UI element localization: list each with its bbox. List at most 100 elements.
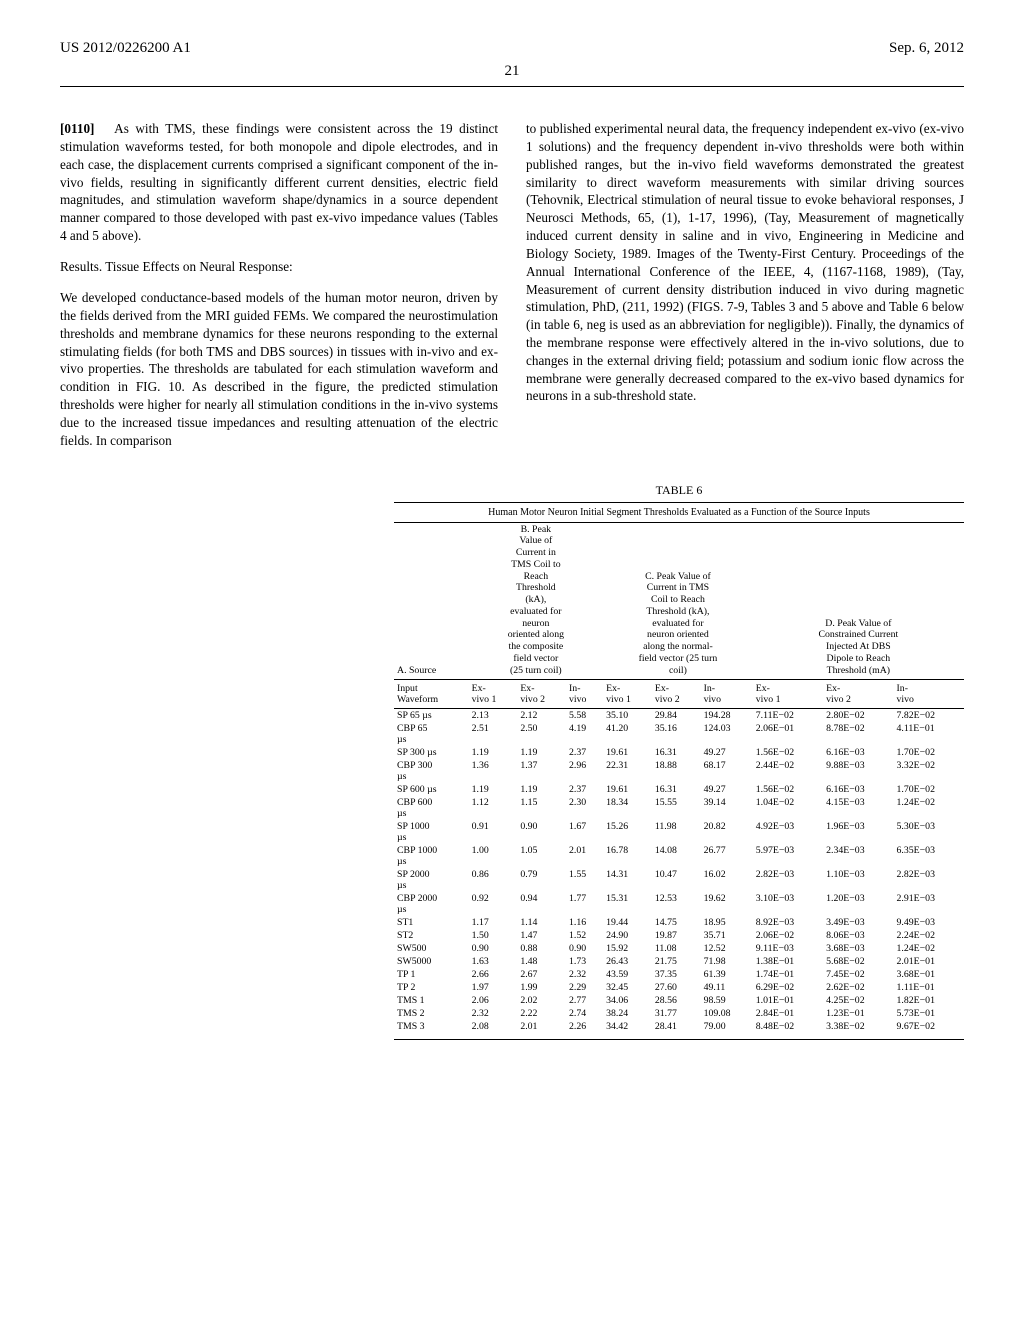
cell: 2.01E−01 [894, 955, 964, 968]
cell: 1.14 [517, 916, 566, 929]
cell: 3.10E−03 [753, 892, 823, 916]
cell: 1.97 [469, 981, 518, 994]
subcol-3: Ex-vivo 1 [603, 680, 652, 708]
table-bottom-rule [394, 1039, 964, 1040]
cell: 7.45E−02 [823, 968, 893, 981]
cell: 37.35 [652, 968, 701, 981]
row-label: SP 300 µs [394, 746, 469, 759]
body-columns: [0110] As with TMS, these findings were … [60, 107, 964, 463]
row-label: TMS 1 [394, 994, 469, 1007]
paragraph-0110: [0110] As with TMS, these findings were … [60, 120, 498, 245]
cell: 7.82E−02 [894, 709, 964, 722]
cell: 6.29E−02 [753, 981, 823, 994]
subcol-8: In-vivo [894, 680, 964, 708]
cell: 1.52 [566, 929, 603, 942]
row-label: TMS 2 [394, 1007, 469, 1020]
subcol-2: In-vivo [566, 680, 603, 708]
row-label: SW5000 [394, 955, 469, 968]
cell: 1.04E−02 [753, 796, 823, 820]
table-row: CBP 1000µs1.001.052.0116.7814.0826.775.9… [394, 844, 964, 868]
cell: 1.82E−01 [894, 994, 964, 1007]
cell: 8.48E−02 [753, 1020, 823, 1033]
cell: 1.77 [566, 892, 603, 916]
cell: 31.77 [652, 1007, 701, 1020]
cell: 2.12 [517, 709, 566, 722]
cell: 71.98 [701, 955, 753, 968]
cell: 3.49E−03 [823, 916, 893, 929]
para-text: As with TMS, these findings were consist… [60, 121, 498, 243]
col-d-header: D. Peak Value ofConstrained CurrentInjec… [753, 523, 964, 680]
cell: 35.16 [652, 722, 701, 746]
cell: 2.34E−03 [823, 844, 893, 868]
cell: 8.78E−02 [823, 722, 893, 746]
cell: 2.82E−03 [894, 868, 964, 892]
cell: 4.11E−01 [894, 722, 964, 746]
subcol-4: Ex-vivo 2 [652, 680, 701, 708]
cell: 2.37 [566, 746, 603, 759]
cell: 16.02 [701, 868, 753, 892]
cell: 79.00 [701, 1020, 753, 1033]
patent-date: Sep. 6, 2012 [889, 40, 964, 57]
cell: 20.82 [701, 820, 753, 844]
cell: 2.66 [469, 968, 518, 981]
cell: 2.67 [517, 968, 566, 981]
cell: 4.92E−03 [753, 820, 823, 844]
cell: 1.20E−03 [823, 892, 893, 916]
table-row: SW5000.900.880.9015.9211.0812.529.11E−03… [394, 942, 964, 955]
paragraph-continued: to published experimental neural data, t… [526, 120, 964, 405]
cell: 6.16E−03 [823, 783, 893, 796]
cell: 3.68E−03 [823, 942, 893, 955]
cell: 2.30 [566, 796, 603, 820]
cell: 2.06 [469, 994, 518, 1007]
cell: 0.90 [517, 820, 566, 844]
cell: 1.55 [566, 868, 603, 892]
cell: 5.58 [566, 709, 603, 722]
table-row: CBP 2000µs0.920.941.7715.3112.5319.623.1… [394, 892, 964, 916]
cell: 1.73 [566, 955, 603, 968]
cell: 1.67 [566, 820, 603, 844]
cell: 2.84E−01 [753, 1007, 823, 1020]
row-label: SP 65 µs [394, 709, 469, 722]
cell: 5.73E−01 [894, 1007, 964, 1020]
cell: 32.45 [603, 981, 652, 994]
row-label: SP 1000µs [394, 820, 469, 844]
cell: 2.29 [566, 981, 603, 994]
cell: 194.28 [701, 709, 753, 722]
table-row: TMS 22.322.222.7438.2431.77109.082.84E−0… [394, 1007, 964, 1020]
cell: 2.37 [566, 783, 603, 796]
cell: 22.31 [603, 759, 652, 783]
cell: 11.98 [652, 820, 701, 844]
cell: 1.19 [517, 783, 566, 796]
cell: 1.99 [517, 981, 566, 994]
cell: 1.74E−01 [753, 968, 823, 981]
cell: 1.19 [517, 746, 566, 759]
table-row: CBP 300µs1.361.372.9622.3118.8868.172.44… [394, 759, 964, 783]
row-label: SP 600 µs [394, 783, 469, 796]
cell: 41.20 [603, 722, 652, 746]
cell: 7.11E−02 [753, 709, 823, 722]
cell: 2.50 [517, 722, 566, 746]
cell: 1.23E−01 [823, 1007, 893, 1020]
cell: 15.92 [603, 942, 652, 955]
cell: 124.03 [701, 722, 753, 746]
cell: 9.88E−03 [823, 759, 893, 783]
cell: 9.11E−03 [753, 942, 823, 955]
cell: 21.75 [652, 955, 701, 968]
cell: 49.27 [701, 783, 753, 796]
cell: 2.06E−02 [753, 929, 823, 942]
row-label: CBP 1000µs [394, 844, 469, 868]
cell: 1.01E−01 [753, 994, 823, 1007]
cell: 10.47 [652, 868, 701, 892]
table-row: TMS 12.062.022.7734.0628.5698.591.01E−01… [394, 994, 964, 1007]
cell: 1.56E−02 [753, 746, 823, 759]
cell: 19.62 [701, 892, 753, 916]
cell: 68.17 [701, 759, 753, 783]
cell: 1.70E−02 [894, 746, 964, 759]
table-row: ST11.171.141.1619.4414.7518.958.92E−033.… [394, 916, 964, 929]
cell: 49.11 [701, 981, 753, 994]
cell: 2.74 [566, 1007, 603, 1020]
cell: 16.78 [603, 844, 652, 868]
cell: 0.90 [566, 942, 603, 955]
cell: 2.82E−03 [753, 868, 823, 892]
para-number: [0110] [60, 121, 94, 136]
